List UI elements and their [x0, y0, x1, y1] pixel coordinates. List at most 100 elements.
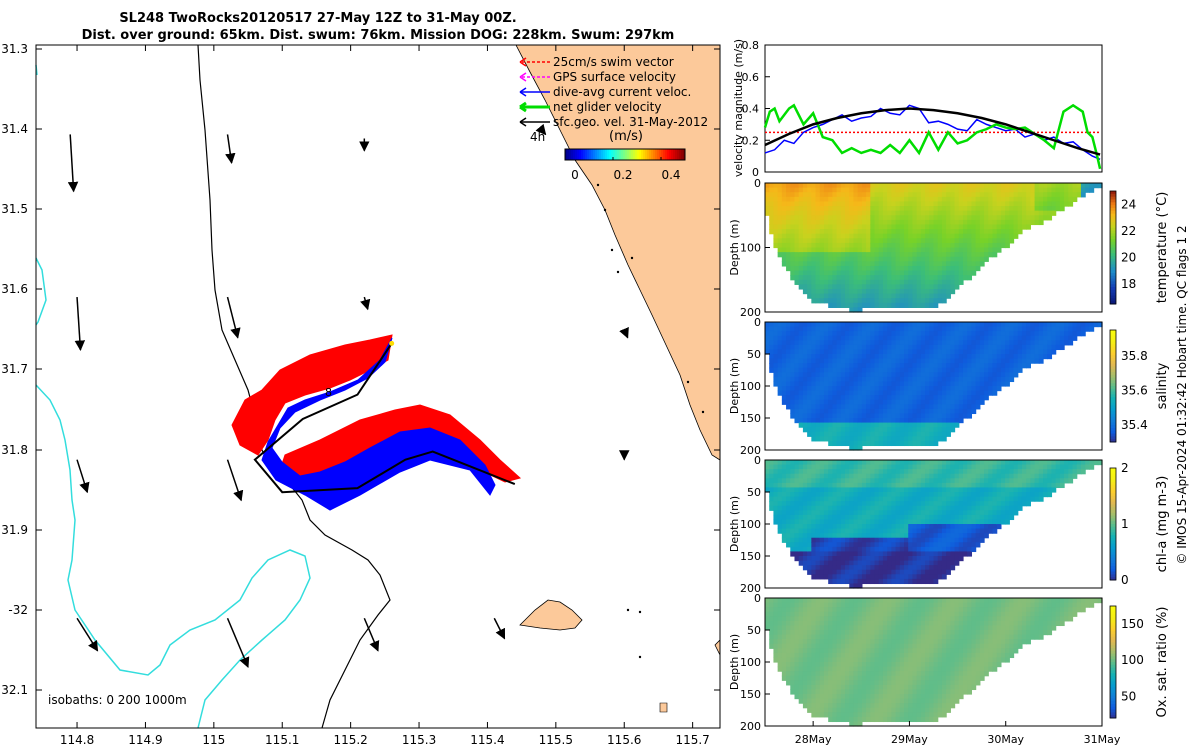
section-cell [1089, 322, 1095, 328]
section-cell [908, 422, 914, 428]
section-cell [853, 528, 859, 534]
section-colorbar-cell [1110, 416, 1116, 421]
section-cell [786, 242, 791, 249]
section-cell [967, 238, 973, 244]
section-cell [832, 381, 838, 387]
section-y-tick-label: 200 [740, 582, 761, 595]
section-cell [798, 648, 804, 654]
section-cell [878, 492, 884, 498]
section-cell [857, 201, 863, 207]
section-cell [878, 440, 884, 447]
section-cell [853, 224, 859, 230]
section-cell [1038, 492, 1044, 498]
section-cell [861, 372, 867, 378]
section-cell [929, 302, 935, 308]
section-cell [920, 551, 926, 557]
section-cell [1030, 482, 1036, 489]
section-cell [912, 293, 918, 299]
section-cell [1013, 340, 1019, 346]
section-colorbar-cell [1110, 430, 1116, 435]
section-cell [777, 363, 783, 369]
section-cell [790, 510, 796, 516]
section-cell [891, 331, 897, 337]
section-cell [861, 284, 867, 290]
section-cell [1055, 326, 1061, 332]
map-frame [35, 44, 721, 729]
section-cell [912, 298, 918, 304]
section-cell [769, 473, 775, 479]
section-cell [840, 492, 846, 498]
section-colorbar-cell [1110, 518, 1116, 522]
section-cell [836, 473, 842, 479]
section-cell [773, 630, 779, 636]
section-cell [819, 229, 825, 235]
section-cell [925, 298, 930, 304]
section-cell [941, 210, 947, 216]
section-cell [929, 381, 935, 387]
section-cell [904, 183, 909, 189]
section-cell [1085, 322, 1090, 328]
section-cell [895, 436, 901, 442]
islet [603, 208, 607, 212]
section-cell [790, 399, 796, 405]
section-cell [899, 386, 905, 392]
section-cell [790, 358, 796, 364]
section-cell [840, 192, 846, 198]
map-x-tick-label: 115.3 [402, 733, 436, 747]
section-cell [861, 210, 867, 216]
section-cell [958, 551, 964, 557]
section-cell [765, 598, 770, 604]
section-cell [845, 381, 850, 387]
section-cell [937, 275, 943, 281]
section-cell [1005, 496, 1010, 502]
section-cell [798, 238, 804, 244]
section-cell [840, 293, 846, 299]
section-cell [941, 367, 947, 373]
section-cell [773, 344, 779, 351]
section-cell [946, 473, 951, 479]
section-cell [891, 192, 897, 198]
section-cell [975, 478, 981, 484]
section-cell [933, 183, 939, 189]
section-cell [836, 524, 842, 530]
section-cell [828, 322, 833, 328]
section-cell [899, 464, 905, 470]
section-cell [794, 201, 800, 207]
map-y-tick-label: 32.1 [1, 683, 28, 697]
section-cell [895, 187, 901, 193]
section-cell [874, 560, 880, 566]
section-cell [874, 487, 880, 493]
section-cell [979, 514, 985, 521]
section-cell [975, 542, 981, 548]
section-cell [832, 187, 838, 193]
section-cell [853, 496, 859, 502]
section-cell [773, 331, 779, 337]
section-cell [882, 242, 888, 249]
section-colorbar-cell [1110, 239, 1116, 243]
geostrophic-vector [76, 617, 99, 652]
section-cell [807, 196, 812, 203]
section-cell [941, 487, 947, 493]
section-cell [849, 229, 855, 235]
section-cell [853, 229, 859, 235]
section-cell [786, 620, 791, 627]
section-cell [916, 524, 922, 530]
section-cell [802, 492, 808, 498]
section-cell [933, 482, 939, 489]
section-cell [832, 501, 838, 507]
section-cell [866, 537, 871, 543]
section-cell [908, 496, 914, 502]
section-colorbar-cell [1110, 470, 1116, 475]
section-cell [823, 247, 829, 253]
section-cell [950, 496, 956, 502]
section-cell [866, 413, 871, 419]
section-cell [925, 326, 930, 332]
section-cell [870, 242, 876, 249]
section-cell [870, 210, 876, 216]
section-cell [937, 464, 943, 470]
section-cell [925, 210, 930, 216]
section-cell [908, 363, 914, 369]
section-cell [1021, 358, 1027, 364]
section-cell [937, 386, 943, 392]
section-cell [950, 326, 956, 332]
